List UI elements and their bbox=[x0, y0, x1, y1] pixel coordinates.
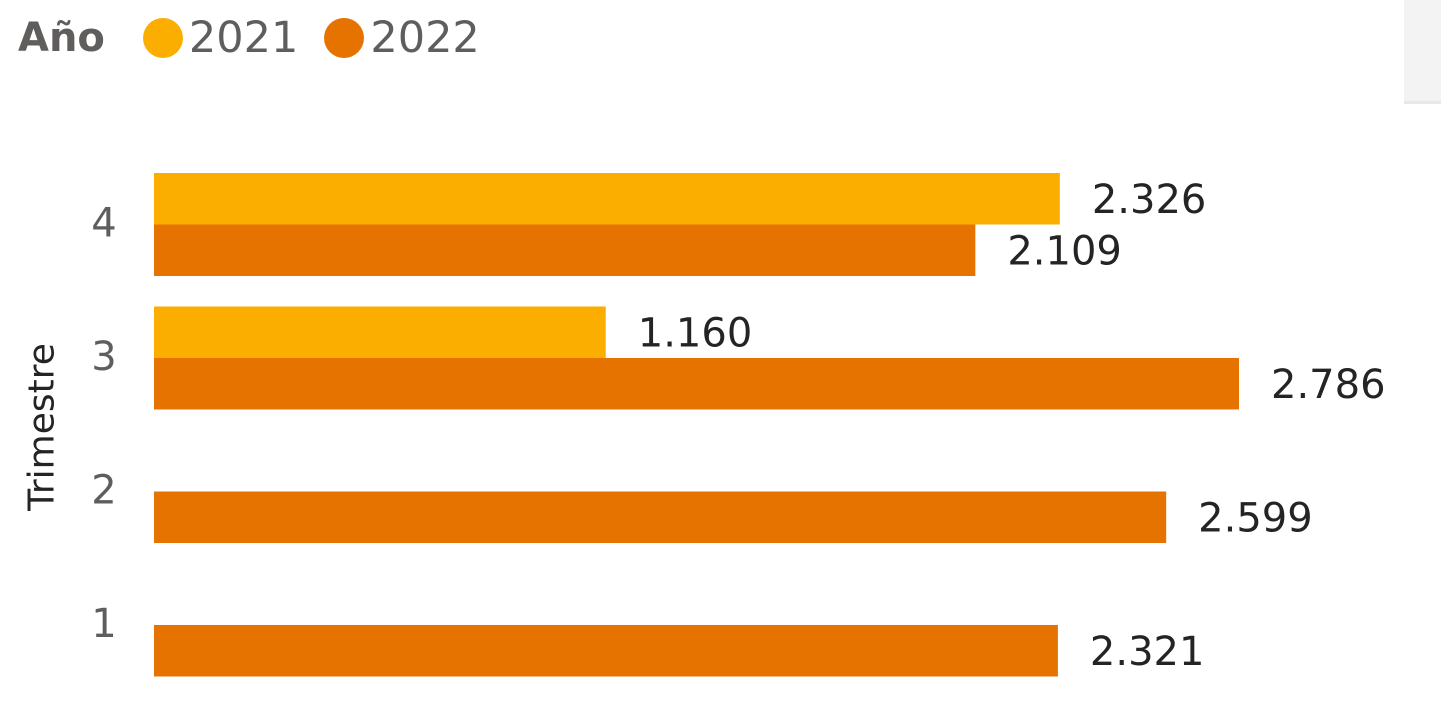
legend-marker-2021 bbox=[142, 18, 183, 58]
y-tick-label-1: 1 bbox=[91, 601, 116, 647]
data-label-2022-q2: 2.599 bbox=[1198, 495, 1313, 541]
bar-2021-q4[interactable] bbox=[154, 173, 1060, 225]
data-label-2022-q4: 2.109 bbox=[1007, 228, 1122, 274]
y-tick-label-3: 3 bbox=[91, 334, 116, 380]
bar-2022-q4[interactable] bbox=[154, 224, 976, 277]
legend-item-2021[interactable]: 2021 bbox=[142, 13, 299, 63]
data-label-2021-q3: 1.160 bbox=[638, 310, 753, 356]
data-label-2021-q4: 2.326 bbox=[1092, 177, 1207, 223]
y-tick-label-2: 2 bbox=[91, 468, 116, 514]
legend-item-2022[interactable]: 2022 bbox=[324, 13, 480, 63]
bar-2022-q2[interactable] bbox=[154, 491, 1167, 544]
legend-label-2021: 2021 bbox=[188, 13, 299, 63]
legend-marker-2022 bbox=[324, 18, 365, 58]
legend-label-2022: 2022 bbox=[370, 13, 480, 63]
legend-title: Año bbox=[18, 15, 105, 61]
visual-header-panel bbox=[1404, 0, 1441, 104]
y-tick-label-4: 4 bbox=[91, 201, 116, 247]
data-label-2022-q3: 2.786 bbox=[1271, 362, 1386, 408]
bar-2021-q3[interactable] bbox=[154, 306, 606, 359]
bar-2022-q3[interactable] bbox=[154, 358, 1239, 410]
bar-2022-q1[interactable] bbox=[154, 625, 1058, 677]
data-label-2022-q1: 2.321 bbox=[1090, 629, 1205, 675]
legend: Año 2021 2022 bbox=[18, 10, 506, 66]
